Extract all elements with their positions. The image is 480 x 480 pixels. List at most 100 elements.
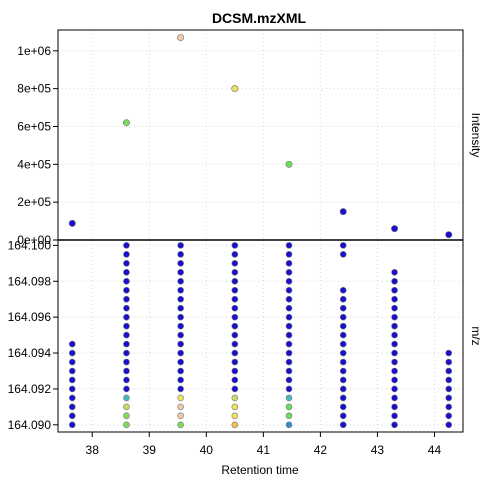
mz-point [285,349,293,357]
mz-point [285,260,293,267]
mz-point [231,251,239,258]
mz-point [231,322,239,330]
mz-point [391,376,398,384]
mz-point [339,304,347,312]
mz-point [231,340,239,348]
mz-point [177,251,184,258]
bottom-y-tick-label: 164.094 [8,346,52,360]
bottom-panel-frame [57,239,464,433]
mz-point [339,367,347,375]
mz-point [339,349,347,357]
mz-point [68,349,76,357]
mz-point [445,385,453,393]
intensity-point [231,85,239,93]
mz-point [285,403,293,411]
mz-point [445,367,453,375]
mz-point [177,260,184,267]
mz-point [339,331,347,339]
mz-point [391,331,398,339]
mz-point [391,385,398,393]
mz-point [339,322,347,330]
mz-point [123,340,130,348]
mz-point [391,394,398,402]
mz-point [391,313,398,321]
mz-point [177,242,184,249]
mz-point [123,385,130,393]
mz-point [123,313,130,321]
mz-point [177,322,184,330]
mz-point [68,385,76,393]
mz-point [68,403,76,411]
mz-point [339,251,347,258]
mz-point [231,367,239,375]
mz-point [177,412,184,420]
mz-point [177,304,184,312]
mz-point [339,313,347,321]
intensity-point [122,119,130,127]
mz-point [391,277,398,285]
mz-point [285,376,293,384]
bottom-y-tick-label: 164.090 [8,418,52,432]
mz-point [231,277,239,285]
mz-point [339,295,347,303]
top-y-tick-label: 0e+00 [17,233,51,247]
intensity-point [177,34,185,42]
mz-point [123,286,130,294]
mz-point [123,394,130,402]
mz-point [285,251,293,258]
mz-point [445,412,453,420]
mz-point [231,286,239,294]
top-panel-grid [58,30,463,241]
mz-point [231,421,239,429]
mz-point [391,403,398,411]
bottom-y-tick-label: 164.092 [8,382,52,396]
mz-point [123,277,130,285]
mz-point [339,242,347,249]
mz-point [339,286,347,294]
mz-point [177,403,184,411]
mz-point [68,412,76,420]
x-axis-label: Retention time [221,463,299,477]
mz-point [231,376,239,384]
mz-point [285,242,293,249]
mz-point [391,304,398,312]
mz-point [231,394,239,402]
x-tick-label: 42 [314,443,328,457]
mz-point [177,349,184,357]
mz-point [231,313,239,321]
bottom-y-tick-label: 164.100 [8,238,52,252]
mz-point [123,367,130,375]
mz-point [68,421,76,429]
intensity-point [445,231,453,239]
bottom-y-tick-label: 164.098 [8,274,52,288]
mz-point [177,340,184,348]
intensity-point [285,160,293,168]
mz-point [231,268,239,276]
mz-point [231,304,239,312]
top-panel-frame [57,29,464,241]
mz-point [285,286,293,294]
mz-point [231,349,239,357]
mz-point [177,268,184,276]
mz-point [445,376,453,384]
mz-point [285,385,293,393]
mz-point [123,242,130,249]
mz-point [285,268,293,276]
x-tick-label: 41 [257,443,271,457]
mz-point [231,385,239,393]
mz-point [123,349,130,357]
x-tick-label: 39 [143,443,157,457]
chart-title: DCSM.mzXML [212,10,307,26]
bottom-y-tick-label: 164.096 [8,310,52,324]
mz-point [177,385,184,393]
mz-point [177,376,184,384]
mz-point [123,376,130,384]
bottom-y-axis-label: m/z [469,326,480,345]
mz-point [231,242,239,249]
mz-point [445,421,453,429]
top-y-tick-label: 4e+05 [17,157,51,171]
mz-point [391,295,398,303]
mz-point [339,412,347,420]
mz-point [177,313,184,321]
intensity-point [68,219,76,227]
